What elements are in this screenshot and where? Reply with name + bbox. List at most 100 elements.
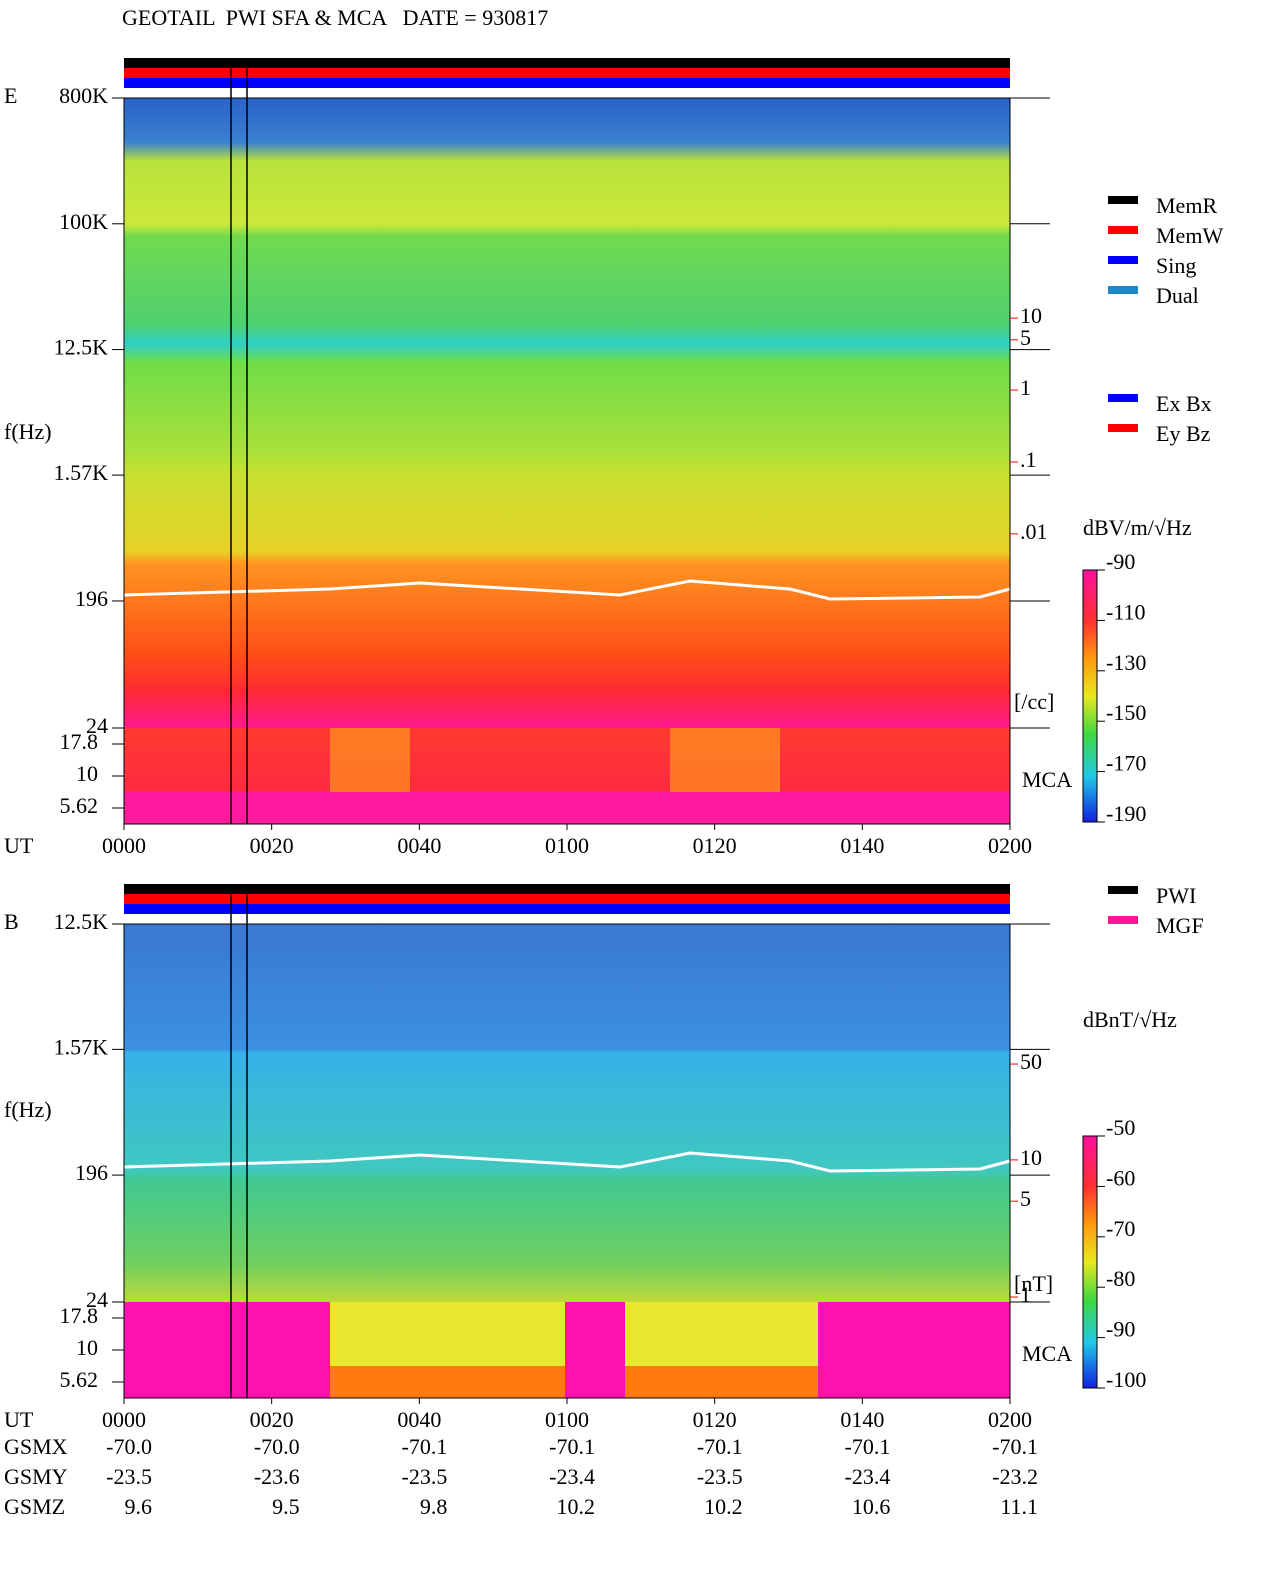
x-axis-label: UT: [4, 833, 34, 858]
legend-swatch: [1108, 394, 1138, 402]
y2-tick-label: 10: [1020, 303, 1042, 328]
y2-tick-label: .1: [1020, 447, 1037, 472]
colorbar-label: dBV/m/√Hz: [1083, 515, 1192, 540]
status-strip: [124, 904, 1010, 914]
x-tick-label: 0100: [545, 833, 589, 858]
y2-axis-label: [nT]: [1014, 1271, 1053, 1296]
orbit-value: 9.8: [420, 1494, 448, 1519]
mca-spectrum: [625, 1302, 818, 1366]
y2-tick-label: 50: [1020, 1049, 1042, 1074]
orbit-value: -23.5: [106, 1464, 152, 1489]
orbit-value: -70.1: [992, 1434, 1038, 1459]
y-axis-label: f(Hz): [4, 419, 52, 444]
x-axis-label: UT: [4, 1407, 34, 1432]
orbit-value: -23.5: [402, 1464, 448, 1489]
panel-label: E: [4, 83, 17, 108]
orbit-value: -70.0: [106, 1434, 152, 1459]
orbit-label: GSMX: [4, 1434, 68, 1459]
plasma-line: [123, 1151, 1011, 1173]
orbit-value: -70.0: [254, 1434, 300, 1459]
x-tick-label: 0200: [988, 833, 1032, 858]
status-strip: [124, 58, 1010, 68]
mca-channel-label: 10: [76, 761, 98, 786]
legend-label: MGF: [1156, 913, 1204, 938]
orbit-value: -23.4: [549, 1464, 595, 1489]
y-tick-label: 196: [75, 586, 108, 611]
y-tick-label: 196: [75, 1160, 108, 1185]
status-strip: [124, 894, 1010, 904]
y2-axis-label: [/cc]: [1014, 689, 1054, 714]
mca-spectrum: [670, 728, 780, 792]
legend-label: Ex Bx: [1156, 391, 1212, 416]
colorbar-tick-label: -80: [1106, 1266, 1135, 1291]
mca-spectrum: [124, 1302, 1010, 1398]
colorbar-tick-label: -190: [1106, 801, 1146, 826]
y2-tick-label: 1: [1020, 1282, 1031, 1307]
y-tick-label: 12.5K: [54, 909, 109, 934]
y2-tick-label: 5: [1020, 325, 1031, 350]
legend-label: Dual: [1156, 283, 1199, 308]
mca-channel-label: 5.62: [60, 793, 99, 818]
mca-spectrum: [330, 728, 410, 792]
x-tick-label: 0000: [102, 833, 146, 858]
orbit-value: -23.6: [254, 1464, 300, 1489]
y-tick-label: 1.57K: [54, 460, 109, 485]
mca-spectrum: [124, 728, 1010, 824]
chart-title: GEOTAIL PWI SFA & MCA DATE = 930817: [122, 5, 548, 30]
colorbar-tick-label: -110: [1106, 599, 1146, 624]
colorbar-label: dBnT/√Hz: [1083, 1007, 1177, 1032]
legend-label: MemR: [1156, 193, 1217, 218]
spectrogram: [124, 98, 1010, 728]
y-tick-label: 1.57K: [54, 1034, 109, 1059]
y-tick-label: 12.5K: [54, 335, 109, 360]
status-strip: [124, 78, 1010, 88]
orbit-value: -23.2: [992, 1464, 1038, 1489]
mca-spectrum: [330, 1366, 565, 1398]
orbit-value: -70.1: [845, 1434, 891, 1459]
mca-label: MCA: [1022, 767, 1072, 792]
legend-swatch: [1108, 196, 1138, 204]
orbit-value: 10.6: [852, 1494, 891, 1519]
y-tick-label: 24: [86, 1287, 108, 1312]
x-tick-label: 0140: [840, 833, 884, 858]
colorbar-tick-label: -50: [1106, 1115, 1135, 1140]
x-tick-label: 0020: [250, 833, 294, 858]
legend-swatch: [1108, 256, 1138, 264]
legend-label: Ey Bz: [1156, 421, 1211, 446]
legend-swatch: [1108, 916, 1138, 924]
y-axis-label: f(Hz): [4, 1097, 52, 1122]
orbit-value: -23.4: [845, 1464, 891, 1489]
orbit-label: GSMY: [4, 1464, 68, 1489]
mca-channel-label: 5.62: [60, 1367, 99, 1392]
x-tick-label: 0200: [988, 1407, 1032, 1432]
orbit-value: -70.1: [549, 1434, 595, 1459]
legend-label: PWI: [1156, 883, 1196, 908]
orbit-value: 9.5: [272, 1494, 300, 1519]
legend-swatch: [1108, 286, 1138, 294]
orbit-value: 10.2: [557, 1494, 596, 1519]
orbit-value: -23.5: [697, 1464, 743, 1489]
x-tick-label: 0140: [840, 1407, 884, 1432]
legend-label: MemW: [1156, 223, 1223, 248]
panel-label: B: [4, 909, 19, 934]
mca-channel-label: 17.8: [60, 729, 99, 754]
orbit-value: 10.2: [704, 1494, 743, 1519]
colorbar: [1082, 569, 1098, 823]
x-tick-label: 0100: [545, 1407, 589, 1432]
legend-swatch: [1108, 226, 1138, 234]
colorbar-tick-label: -130: [1106, 650, 1146, 675]
orbit-value: 11.1: [1000, 1494, 1038, 1519]
y2-tick-label: 10: [1020, 1145, 1042, 1170]
colorbar-tick-label: -150: [1106, 700, 1146, 725]
colorbar-tick-label: -90: [1106, 549, 1135, 574]
y2-tick-label: 5: [1020, 1186, 1031, 1211]
colorbar-tick-label: -90: [1106, 1317, 1135, 1342]
y2-tick-label: 1: [1020, 375, 1031, 400]
colorbar-tick-label: -70: [1106, 1216, 1135, 1241]
y-tick-label: 100K: [59, 209, 108, 234]
plasma-line: [123, 579, 1011, 601]
x-tick-label: 0000: [102, 1407, 146, 1432]
legend-swatch: [1108, 424, 1138, 432]
